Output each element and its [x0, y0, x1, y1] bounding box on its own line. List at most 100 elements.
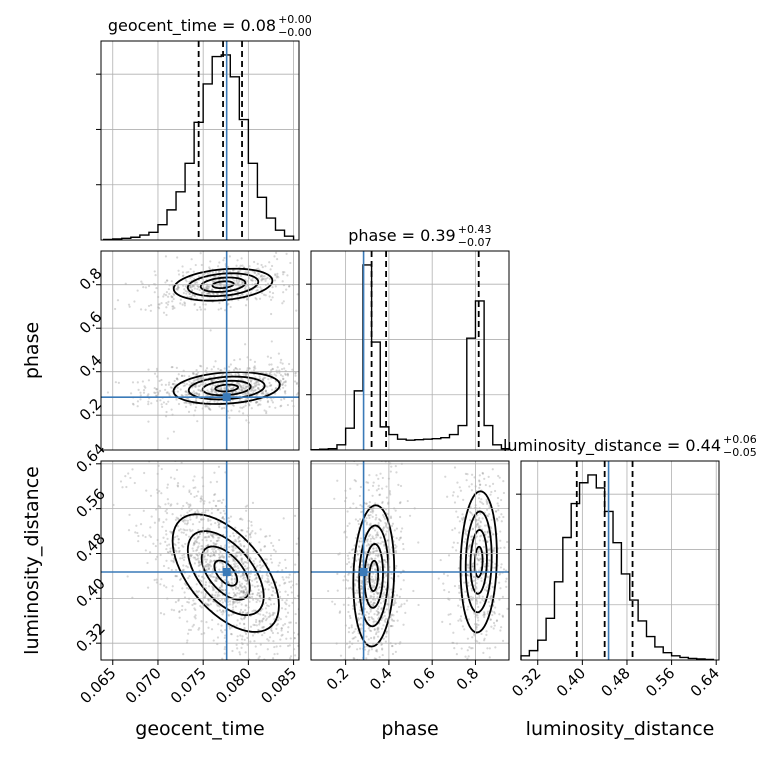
scatter-point [258, 620, 261, 623]
scatter-point [321, 677, 323, 679]
scatter-point [270, 363, 273, 366]
joint-panel-phase_luminosity_distance [310, 460, 510, 665]
scatter-point [219, 599, 222, 603]
scatter-point [211, 390, 214, 393]
scatter-point [365, 521, 369, 524]
scatter-point [282, 291, 285, 294]
scatter-point [452, 541, 456, 544]
scatter-point [244, 612, 247, 615]
scatter-point [240, 603, 243, 606]
scatter-point [270, 628, 273, 631]
scatter-point [488, 513, 491, 516]
scatter-point [216, 520, 220, 524]
scatter-point [366, 577, 369, 580]
scatter-point [243, 638, 246, 641]
scatter-point [353, 630, 356, 633]
scatter-point [249, 380, 253, 383]
scatter-point [273, 645, 276, 649]
scatter-point [470, 598, 473, 601]
scatter-point [386, 526, 389, 529]
scatter-point [358, 663, 360, 665]
scatter-point [368, 501, 371, 504]
scatter-point [357, 612, 361, 616]
scatter-point [203, 500, 206, 503]
scatter-point [165, 586, 168, 589]
scatter-point [170, 280, 173, 283]
scatter-point [246, 591, 249, 595]
scatter-point [498, 581, 501, 584]
scatter-point [496, 519, 499, 522]
scatter-point [266, 385, 269, 388]
scatter-point [442, 582, 445, 585]
scatter-point [354, 518, 357, 521]
scatter-point [398, 595, 401, 598]
scatter-point [173, 477, 176, 480]
scatter-point [185, 587, 189, 590]
x-tick-label-geocent_time: 0.080 [212, 664, 255, 707]
scatter-point [390, 618, 393, 621]
scatter-point [194, 385, 197, 388]
scatter-point [398, 502, 402, 505]
scatter-point [374, 568, 377, 572]
scatter-point [175, 377, 179, 380]
scatter-point [315, 649, 317, 651]
scatter-point [254, 271, 257, 275]
scatter-point [396, 619, 399, 622]
scatter-point [197, 388, 200, 391]
scatter-point [187, 410, 191, 413]
scatter-point [255, 298, 258, 301]
scatter-point [485, 633, 488, 636]
scatter-point [475, 602, 478, 605]
scatter-point [239, 608, 243, 611]
scatter-point [116, 299, 120, 302]
scatter-point [261, 275, 264, 278]
scatter-point [276, 257, 279, 261]
scatter-point [354, 480, 358, 483]
scatter-point [186, 620, 189, 623]
scatter-point [195, 515, 198, 518]
scatter-point [166, 544, 169, 547]
scatter-point [173, 306, 176, 310]
scatter-point [483, 588, 486, 591]
scatter-point [242, 589, 245, 592]
scatter-point [260, 274, 263, 277]
scatter-point [220, 624, 223, 627]
scatter-point [302, 295, 304, 297]
panel-title-phase: phase = 0.39 [348, 226, 455, 245]
scatter-point [196, 546, 199, 549]
scatter-point [400, 603, 403, 606]
scatter-point [333, 497, 336, 500]
scatter-point [254, 376, 257, 379]
scatter-point [270, 340, 273, 343]
scatter-point [275, 624, 278, 627]
scatter-point [185, 529, 189, 532]
scatter-point [270, 582, 273, 585]
scatter-point [365, 580, 368, 584]
scatter-point [212, 292, 215, 295]
scatter-point [385, 602, 388, 605]
scatter-point [219, 555, 222, 558]
scatter-point [196, 541, 199, 544]
scatter-point [213, 374, 216, 378]
scatter-point [383, 619, 386, 622]
scatter-point [271, 594, 274, 597]
scatter-point [244, 588, 248, 591]
scatter-point [270, 399, 273, 402]
scatter-point [228, 385, 231, 388]
scatter-point [199, 376, 202, 379]
scatter-point [258, 655, 261, 658]
scatter-point [216, 604, 219, 607]
scatter-point [255, 652, 258, 655]
scatter-point [230, 632, 233, 636]
scatter-point [165, 279, 169, 282]
scatter-point [360, 591, 363, 594]
scatter-point [505, 585, 508, 588]
scatter-point [200, 606, 203, 609]
scatter-point [218, 556, 221, 559]
scatter-points [106, 251, 304, 440]
scatter-point [195, 583, 198, 586]
scatter-point [196, 281, 199, 284]
scatter-point [274, 591, 277, 594]
scatter-point [207, 626, 210, 629]
scatter-point [286, 374, 290, 377]
